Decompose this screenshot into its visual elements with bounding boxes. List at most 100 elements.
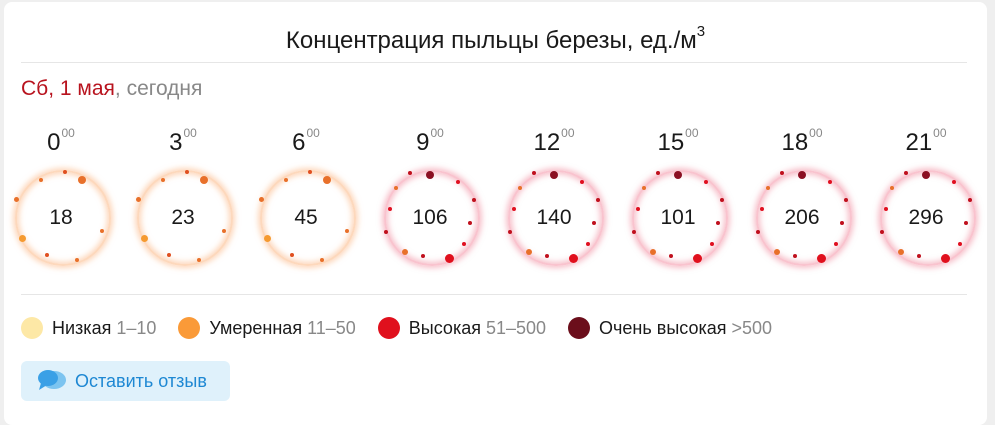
pollen-particle <box>922 171 930 179</box>
pollen-particle <box>38 178 43 183</box>
pollen-particle <box>307 170 312 175</box>
pollen-value: 106 <box>412 206 448 229</box>
pollen-particle <box>668 254 673 259</box>
chat-bubbles-icon <box>38 370 66 390</box>
pollen-particle <box>472 197 477 202</box>
legend-item-very-high: Очень высокая >500 <box>568 317 772 339</box>
pollen-particle <box>259 197 265 203</box>
pollen-value: 101 <box>660 206 696 229</box>
pollen-particle <box>716 221 721 226</box>
pollen-particle <box>14 197 20 203</box>
legend-dot-low <box>21 317 43 339</box>
pollen-particle <box>264 234 272 242</box>
pollen-particle <box>383 230 388 235</box>
pollen-particle <box>798 171 806 179</box>
pollen-particle <box>840 221 845 226</box>
pollen-particle <box>592 221 597 226</box>
hour-label: 600 <box>292 126 320 156</box>
pollen-particle <box>897 249 904 256</box>
pollen-particle <box>100 229 105 234</box>
divider <box>21 62 967 63</box>
pollen-particle <box>387 206 392 211</box>
pollen-particle <box>674 171 682 179</box>
pollen-particle <box>401 249 408 256</box>
legend-dot-moderate <box>178 317 201 339</box>
pollen-particle <box>817 254 827 264</box>
pollen-particle <box>755 230 760 235</box>
hour-label: 900 <box>416 126 444 156</box>
pollen-particle <box>160 178 165 183</box>
pollen-particle <box>525 249 532 256</box>
legend-dot-very-high <box>568 317 591 339</box>
pollen-particle <box>345 229 350 234</box>
pollen-particle <box>833 242 838 247</box>
pollen-particle <box>890 185 895 190</box>
pollen-widget: Концентрация пыльцы березы, ед./м3 Сб, 1… <box>4 2 987 425</box>
pollen-particle <box>773 249 780 256</box>
pollen-value: 296 <box>908 206 944 229</box>
pollen-particle <box>642 185 647 190</box>
hour-label: 1200 <box>533 126 575 156</box>
pollen-particle <box>596 197 601 202</box>
pollen-particle <box>199 176 208 185</box>
hour-label: 000 <box>47 126 75 156</box>
pollen-particle <box>968 197 973 202</box>
pollen-particle <box>420 254 425 259</box>
pollen-particle <box>656 171 661 176</box>
pollen-particle <box>394 185 399 190</box>
date-comma: , <box>114 77 121 100</box>
pollen-particle <box>635 206 640 211</box>
pollen-particle <box>569 254 579 264</box>
pollen-particle <box>580 180 585 185</box>
pollen-particle <box>941 254 951 264</box>
widget-title: Концентрация пыльцы березы, ед./м3 <box>285 23 706 54</box>
pollen-value: 23 <box>171 206 195 229</box>
hour-label: 1500 <box>657 126 699 156</box>
pollen-value: 206 <box>784 206 820 229</box>
pollen-particle <box>964 221 969 226</box>
pollen-particle <box>289 252 294 257</box>
hour-label: 2100 <box>905 126 947 156</box>
date-day: Сб, 1 мая <box>21 77 115 100</box>
pollen-particle <box>828 180 833 185</box>
pollen-particle <box>283 178 288 183</box>
title-superscript: 3 <box>696 23 706 40</box>
pollen-particle <box>879 230 884 235</box>
pollen-particle <box>507 230 512 235</box>
pollen-particle <box>426 171 434 179</box>
legend-item-low: Низкая 1–10 <box>21 317 156 339</box>
pollen-particle <box>916 254 921 259</box>
pollen-particle <box>904 171 909 176</box>
pollen-particle <box>461 242 466 247</box>
hour-label: 300 <box>169 126 197 156</box>
date-label: Сб, 1 мая, сегодня <box>21 76 202 102</box>
pollen-particle <box>709 242 714 247</box>
date-today: сегодня <box>126 77 203 100</box>
pollen-particle <box>550 171 558 179</box>
legend: Низкая 1–10 Умеренная 11–50 Высокая 51–500 … <box>21 316 794 340</box>
pollen-particle <box>75 258 80 263</box>
pollen-particle <box>585 242 590 247</box>
pollen-particle <box>456 180 461 185</box>
pollen-particle <box>883 206 888 211</box>
pollen-particle <box>445 254 455 264</box>
pollen-particle <box>184 170 189 175</box>
pollen-particle <box>518 185 523 190</box>
pollen-particle <box>408 171 413 176</box>
pollen-particle <box>166 252 171 257</box>
pollen-value: 140 <box>536 206 572 229</box>
pollen-particle <box>77 176 86 185</box>
pollen-particle <box>322 176 331 185</box>
pollen-particle <box>136 197 142 203</box>
pollen-particle <box>720 197 725 202</box>
pollen-particle <box>844 197 849 202</box>
pollen-particle <box>766 185 771 190</box>
pollen-particle <box>197 258 202 263</box>
divider <box>21 294 967 295</box>
pollen-particle <box>222 229 227 234</box>
pollen-particle <box>792 254 797 259</box>
pollen-value: 45 <box>294 206 318 229</box>
leave-feedback-button[interactable]: Оставить отзыв <box>21 361 230 401</box>
pollen-value: 18 <box>49 206 73 229</box>
leave-feedback-label: Оставить отзыв <box>75 370 207 391</box>
